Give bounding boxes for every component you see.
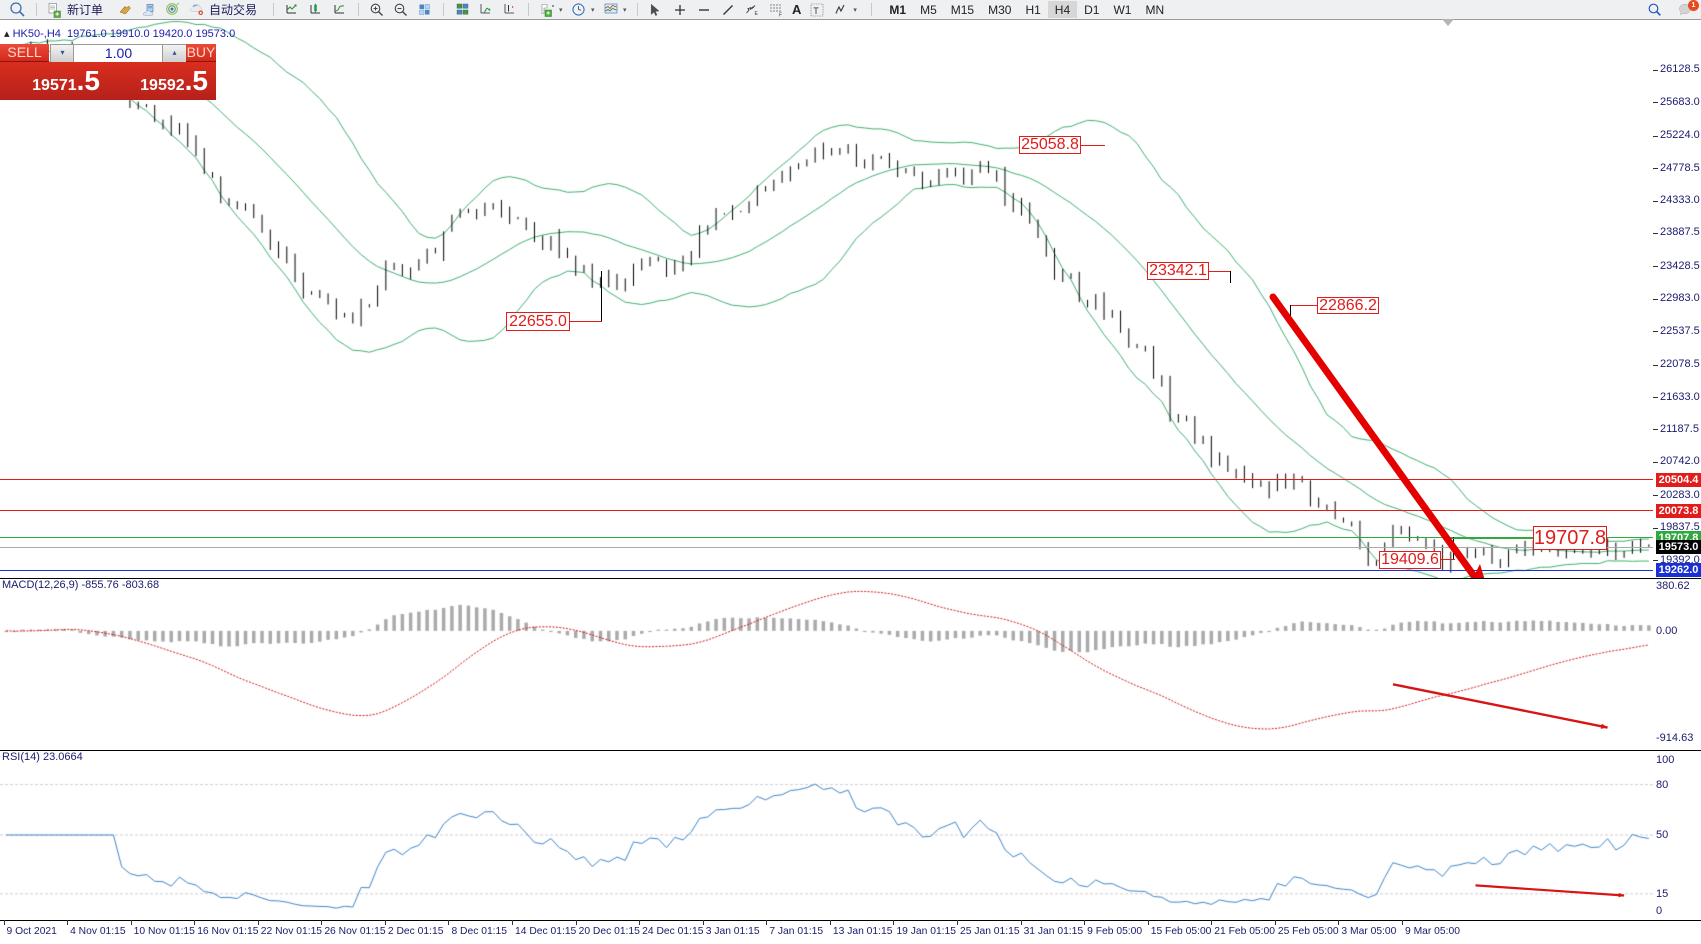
svg-text:F: F [779, 12, 782, 18]
svg-text:E: E [755, 11, 759, 17]
svg-text:T: T [814, 6, 820, 16]
